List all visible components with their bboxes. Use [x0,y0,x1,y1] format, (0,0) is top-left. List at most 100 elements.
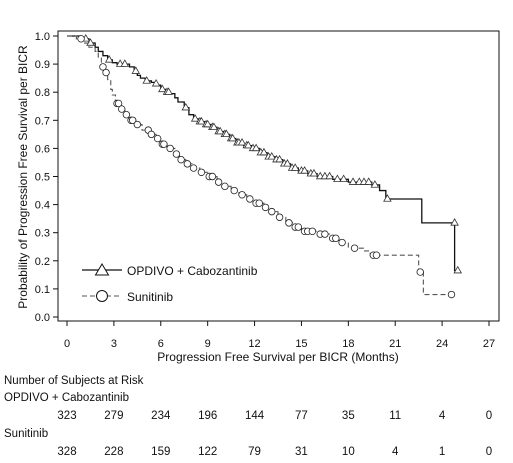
censor-marker-sunitinib [133,120,142,129]
censor-marker-opdivo [325,171,334,180]
censor-marker-opdivo [131,66,141,74]
censor-marker-sunitinib [99,63,107,71]
censor-marker-sunitinib [372,251,381,259]
censor-marker-sunitinib [177,155,185,164]
censor-marker-sunitinib [221,182,229,191]
censor-marker-sunitinib [255,199,263,207]
censor-marker-opdivo [104,55,114,63]
censor-marker-sunitinib [208,172,217,181]
censor-marker-sunitinib [197,168,206,176]
risk-row-opdivo: 323 279 234 196 144 77 35 11 4 0 [57,410,492,422]
censor-marker-sunitinib [246,195,254,203]
x-tick-label: 24 [436,338,448,350]
censor-marker-opdivo [309,168,319,177]
risk-group-label-opdivo: OPDIVO + Cabozantinib [4,392,129,404]
censor-marker-opdivo [453,265,463,274]
censor-marker-opdivo [209,122,219,131]
censor-marker-sunitinib [214,178,223,186]
x-axis-label: Progression Free Survival per BICR (Mont… [157,350,398,364]
censor-marker-opdivo [251,143,261,152]
censor-marker-sunitinib [338,238,346,247]
censor-marker-sunitinib [118,105,126,113]
censor-marker-sunitinib [275,213,284,221]
y-tick-label: 0.7 [35,115,50,127]
legend-label-opdivo: OPDIVO + Cabozantinib [127,264,258,278]
plot-frame [57,30,500,322]
censor-marker-sunitinib [238,191,246,199]
censor-marker-opdivo [290,163,300,171]
y-axis: 0.0 0.1 0.2 0.3 0.4 0.5 0.6 0.7 0.8 0.9 1.0 [35,31,58,324]
censor-marker-opdivo [364,177,373,185]
risk-count: 122 [198,446,217,458]
censor-marker-opdivo [215,126,225,135]
risk-count: 31 [295,446,308,458]
censor-marker-sunitinib [350,244,359,252]
legend-entry-sunitinib: Sunitinib [82,290,173,304]
risk-table: Number of Subjects at Risk OPDIVO + Cabo… [4,375,492,458]
censor-marker-opdivo [197,116,206,125]
y-tick-label: 1.0 [35,31,50,43]
censor-marker-sunitinib [189,164,198,172]
risk-count: 144 [245,410,265,422]
risk-count: 4 [392,446,399,458]
censor-marker-opdivo [339,174,348,183]
censor-marker-opdivo [237,137,247,146]
x-tick-label: 18 [342,338,354,350]
censor-marker-opdivo [348,177,358,185]
risk-count: 279 [104,410,123,422]
risk-count: 4 [439,410,446,422]
risk-count: 234 [151,410,171,422]
censor-marker-sunitinib [308,227,317,235]
legend: OPDIVO + Cabozantinib Sunitinib [82,263,258,304]
censor-marker-opdivo [86,38,95,46]
risk-count: 328 [57,446,76,458]
censor-marker-opdivo [228,133,237,142]
censor-marker-sunitinib [416,268,424,276]
y-tick-label: 0.3 [35,228,50,240]
censor-marker-sunitinib [102,68,110,77]
risk-count: 196 [198,410,217,422]
y-tick-label: 0.9 [35,59,50,71]
risk-count: 159 [151,446,170,458]
km-curve-sunitinib [67,35,452,296]
risk-count: 35 [342,410,355,422]
censor-marker-sunitinib [321,230,329,238]
legend-label-sunitinib: Sunitinib [127,290,173,304]
censor-marker-sunitinib [147,130,156,139]
censor-marker-sunitinib [285,219,293,227]
censor-marker-opdivo [275,154,284,163]
censor-marker-opdivo [267,152,277,160]
x-tick-label: 3 [111,338,117,350]
x-tick-label: 6 [158,338,164,350]
x-tick-label: 12 [248,338,260,350]
x-tick-label: 27 [483,338,495,350]
risk-count: 79 [248,446,261,458]
censor-marker-sunitinib [122,110,131,119]
censor-marker-sunitinib [294,223,303,231]
risk-group-label-sunitinib: Sunitinib [4,428,48,440]
censor-marker-sunitinib [183,160,192,168]
legend-entry-opdivo: OPDIVO + Cabozantinib [82,263,258,278]
x-tick-label: 21 [389,338,401,350]
x-tick-label: 9 [205,338,211,350]
censor-marker-opdivo [142,76,152,84]
censor-marker-sunitinib [447,290,456,299]
censor-marker-sunitinib [114,99,123,108]
circle-marker-icon [96,290,108,302]
risk-count: 10 [342,446,355,458]
censor-marker-sunitinib [166,144,174,153]
risk-count: 1 [439,446,445,458]
risk-count: 11 [389,410,401,422]
censor-marker-opdivo [120,59,130,67]
censor-marker-sunitinib [268,207,276,216]
y-axis-label: Probability of Progression Free Survival… [16,45,30,309]
y-tick-label: 0.6 [35,143,50,155]
censor-marker-opdivo [383,194,392,202]
censor-marker-sunitinib [332,234,340,243]
y-tick-label: 0.1 [35,284,50,296]
y-tick-label: 0.0 [35,312,50,324]
censor-marker-sunitinib [153,134,162,143]
risk-count: 77 [295,410,308,422]
risk-count: 0 [486,446,492,458]
